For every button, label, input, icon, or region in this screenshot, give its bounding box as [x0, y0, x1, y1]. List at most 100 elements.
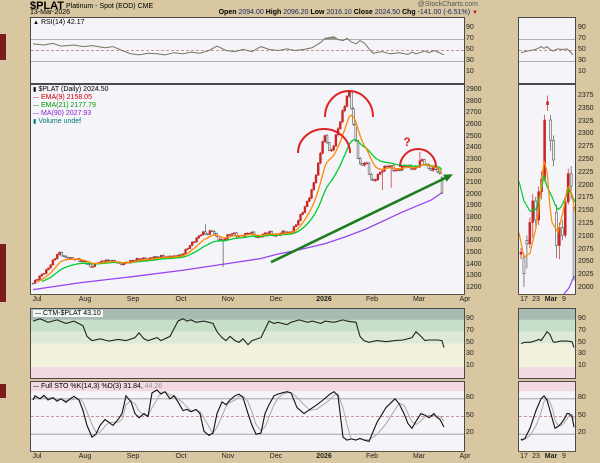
- axis-label: 2075: [578, 245, 594, 253]
- axis-label: 2325: [578, 117, 594, 125]
- ema21-line-icon: —: [33, 103, 39, 109]
- sto-panel-main: — Full STO %K(14,3) %D(3) 31.84, 44.26: [30, 381, 465, 452]
- legend-ema21-row: — EMA(21) 2177.79: [33, 102, 108, 110]
- left-edge-strip: [0, 384, 6, 398]
- axis-label: 90: [466, 23, 474, 31]
- rsi-panel-main: ▲ RSI(14) 42.17: [30, 17, 465, 84]
- axis-label: 30: [466, 350, 474, 358]
- stockcharts-credit: @StockCharts.com: [417, 1, 478, 8]
- axis-label: 30: [578, 56, 586, 64]
- x-axis-label: 9: [562, 296, 566, 303]
- x-axis-label: 17: [520, 453, 528, 460]
- x-axis-label: Mar: [412, 296, 426, 303]
- ctm-panel-main: — CTM-$PLAT 43.10: [30, 308, 465, 379]
- rsi-label: RSI(14) 42.17: [40, 19, 85, 26]
- axis-label: 70: [466, 326, 474, 334]
- axis-label: 20: [578, 429, 586, 437]
- change-value: -141.00 (-6.51%): [417, 9, 471, 16]
- price-legend: ▮ $PLAT (Daily) 2024.50 — EMA(9) 2158.05 —…: [33, 86, 108, 126]
- x-axis-label: Nov: [221, 453, 235, 460]
- x-axis-label: 23: [532, 453, 540, 460]
- axis-label: 2275: [578, 143, 594, 151]
- axis-label: 10: [578, 362, 586, 370]
- axis-label: 1300: [466, 272, 482, 280]
- legend-symbol: $PLAT (Daily) 2024.50: [38, 86, 109, 93]
- x-axis-months-bottom: Jul Aug Sep Oct Nov Dec 2026 Feb Mar Apr: [30, 451, 470, 463]
- axis-label: 2700: [466, 109, 482, 117]
- axis-label: 1600: [466, 237, 482, 245]
- x-axis-label: 2026: [316, 453, 332, 460]
- ctm-line-icon: —: [35, 311, 41, 317]
- x-axis-label: Dec: [269, 296, 283, 303]
- x-axis-mini-top: 17 23 Mar 9: [518, 294, 576, 307]
- x-axis-label: 17: [520, 296, 528, 303]
- axis-label: 2375: [578, 92, 594, 99]
- ma90-line-icon: —: [33, 111, 39, 117]
- price-panel-mini: [518, 84, 576, 295]
- high-label: High: [265, 9, 282, 16]
- axis-label: 50: [466, 338, 474, 346]
- x-axis-label: Mar: [544, 296, 558, 303]
- axis-label: 30: [578, 350, 586, 358]
- axis-label: 2300: [466, 155, 482, 163]
- axis-label: 2225: [578, 168, 594, 176]
- symbol-description: Platinum - Spot (EOD) CME: [66, 3, 154, 10]
- ctm-legend: — CTM-$PLAT 43.10: [33, 310, 103, 318]
- legend-ema21: EMA(21) 2177.79: [41, 102, 96, 109]
- axis-label: 50: [578, 45, 586, 53]
- axis-label: 50: [466, 411, 474, 419]
- axis-label: 1700: [466, 225, 482, 233]
- x-axis-label: Jul: [32, 296, 42, 303]
- sto-label: Full STO %K(14,3) %D(3) 31.84,: [41, 383, 143, 390]
- axis-label: 2350: [578, 104, 594, 112]
- rsi-panel-mini: [518, 17, 576, 84]
- price-panel-main: ▮ $PLAT (Daily) 2024.50 — EMA(9) 2158.05 —…: [30, 84, 465, 295]
- axis-label: 2025: [578, 271, 594, 279]
- axis-label: 2000: [466, 190, 482, 198]
- axis-label: 2250: [578, 156, 594, 163]
- axis-label: 2150: [578, 207, 594, 215]
- x-axis-label: Nov: [221, 296, 235, 303]
- axis-label: 90: [578, 314, 586, 322]
- axis-label: 70: [466, 34, 474, 42]
- axis-label: 50: [578, 411, 586, 419]
- axis-label: 1200: [466, 284, 482, 291]
- low-label: Low: [310, 9, 325, 16]
- x-axis-label: Aug: [78, 453, 92, 460]
- close-label: Close: [353, 9, 373, 16]
- change-label: Chg: [402, 9, 416, 16]
- legend-ema9: EMA(9) 2158.05: [41, 94, 92, 101]
- axis-label: 2200: [578, 181, 594, 189]
- open-label: Open: [218, 9, 237, 16]
- axis-label: 1900: [466, 202, 482, 210]
- x-axis-label: 23: [532, 296, 540, 303]
- axis-label: 90: [466, 314, 474, 322]
- left-edge-strip: [0, 244, 6, 302]
- axis-label: 2400: [466, 144, 482, 152]
- low-value: 2016.10: [326, 9, 352, 16]
- axis-label: 1500: [466, 249, 482, 257]
- axis-label: 80: [466, 393, 474, 401]
- x-axis-months-top: Jul Aug Sep Oct Nov Dec 2026 Feb Mar Apr: [30, 294, 470, 307]
- axis-label: 2200: [466, 167, 482, 175]
- svg-text:?: ?: [403, 135, 410, 149]
- close-value: 2024.50: [374, 9, 401, 16]
- axis-label: 50: [466, 45, 474, 53]
- legend-ma90: MA(90) 2027.93: [41, 110, 92, 117]
- axis-label: 90: [578, 23, 586, 31]
- axis-label: 2500: [466, 132, 482, 140]
- ctm-panel-mini: [518, 308, 576, 379]
- axis-label: 10: [466, 67, 474, 75]
- x-axis-label: Feb: [365, 453, 379, 460]
- x-axis-label: Sep: [126, 453, 140, 460]
- ohlc-readout: Open 2094.00 High 2096.20 Low 2016.10 Cl…: [219, 9, 478, 16]
- axis-label: 10: [578, 67, 586, 75]
- axis-label: 10: [466, 362, 474, 370]
- axis-label: 2800: [466, 97, 482, 105]
- ctm-label: CTM-$PLAT 43.10: [43, 310, 101, 317]
- axis-label: 1400: [466, 260, 482, 268]
- rsi-legend: ▲ RSI(14) 42.17: [33, 19, 85, 27]
- x-axis-label: Oct: [175, 296, 187, 303]
- line-chart-icon: ▲: [33, 20, 39, 26]
